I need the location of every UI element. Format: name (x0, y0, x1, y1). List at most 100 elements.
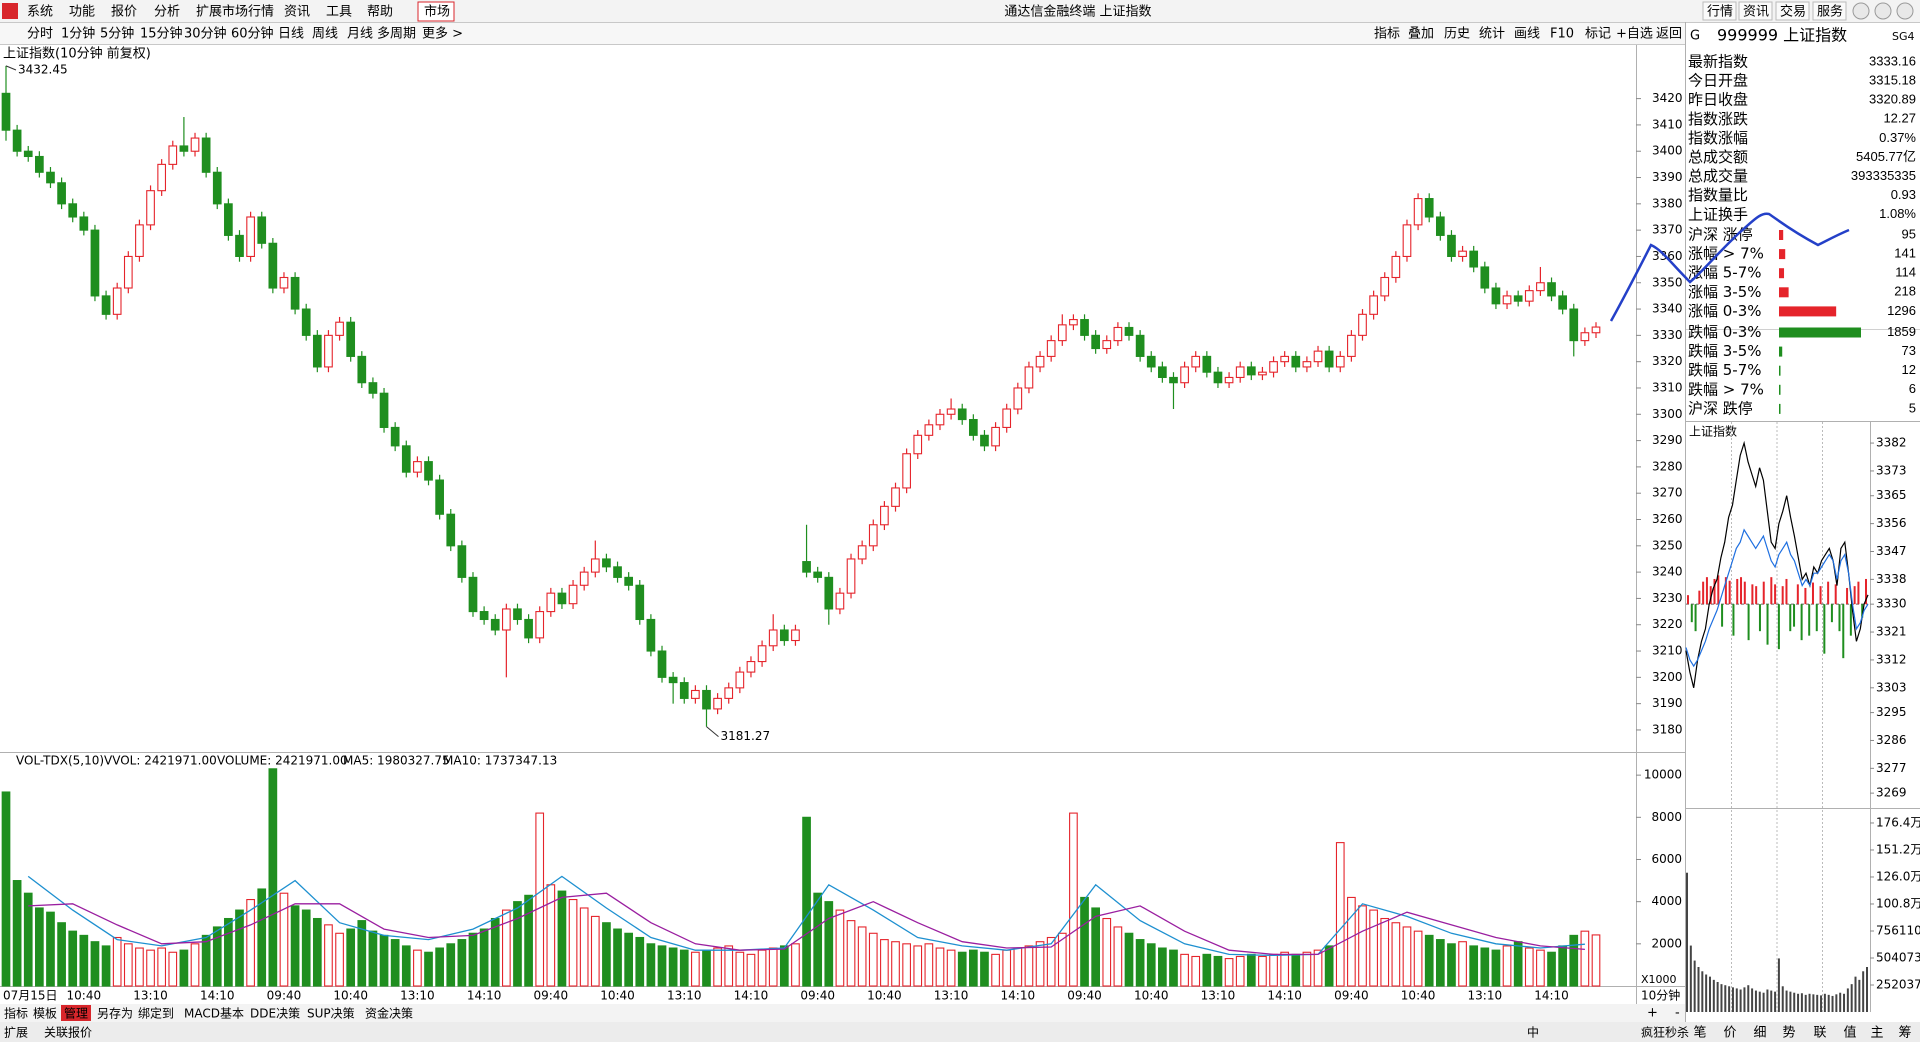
period-button[interactable]: 更多 > (422, 26, 463, 42)
menu-item[interactable]: 系统 (27, 5, 53, 20)
status-item[interactable]: 关联报价 (44, 1025, 92, 1040)
candle-body (735, 671, 745, 689)
mini-volume-bar (1800, 993, 1803, 1012)
volume-bar (457, 939, 467, 987)
volume-bar (602, 922, 611, 987)
side-tab[interactable]: 联 (1813, 1026, 1826, 1041)
bottom-tab[interactable]: 模板 (33, 1007, 57, 1021)
volume-bar (401, 945, 411, 987)
x-tick-label: 10:40 (600, 989, 635, 1003)
bottom-tab[interactable]: 绑定到 (138, 1006, 174, 1021)
candle-body (1536, 282, 1545, 292)
quote-label: 总成交量 (1688, 167, 1748, 185)
bottom-tab[interactable]: 另存为 (97, 1007, 133, 1021)
bottom-tab[interactable]: 管理 (64, 1006, 88, 1021)
tool-button[interactable]: 指标 (1374, 27, 1400, 42)
breadth-tick (1815, 604, 1818, 632)
tool-button[interactable]: F10 (1550, 27, 1574, 42)
period-button[interactable]: 30分钟 (184, 26, 227, 42)
side-tab[interactable]: 笔 (1693, 1025, 1706, 1041)
x-tick-label: 13:10 (667, 989, 702, 1003)
tool-button[interactable]: 叠加 (1408, 27, 1434, 42)
period-button[interactable]: 多周期 (377, 26, 416, 42)
tool-button[interactable]: 返回 (1656, 27, 1682, 42)
tool-button[interactable]: +自选 (1616, 27, 1653, 42)
candle-body (1191, 355, 1201, 368)
candle-body (646, 618, 656, 652)
candle-body (335, 321, 344, 336)
window-control[interactable] (1874, 2, 1892, 20)
menu-item[interactable]: 功能 (69, 5, 95, 20)
menu-item[interactable]: 报价 (111, 5, 137, 20)
menu-item[interactable]: 扩展市场行情 (196, 4, 274, 20)
period-button[interactable]: 60分钟 (231, 26, 274, 42)
candle-body (1391, 255, 1401, 279)
window-button-bg (1738, 1, 1773, 21)
breadth-tick (1690, 604, 1693, 623)
period-button[interactable]: 月线 (347, 27, 373, 42)
window-control[interactable] (1896, 2, 1914, 20)
menu-item[interactable]: 帮助 (367, 5, 393, 20)
breadth-tick (1781, 586, 1784, 605)
candle-body (513, 608, 522, 621)
side-tab[interactable]: 势 (1782, 1025, 1795, 1041)
bottom-tab[interactable]: DDE决策 (250, 1007, 300, 1021)
window-button[interactable]: 服务 (1817, 4, 1843, 20)
tool-button[interactable]: 画线 (1514, 27, 1540, 42)
menu-item[interactable]: 资讯 (284, 5, 310, 20)
zoom-button[interactable]: - (1675, 1006, 1680, 1021)
status-right[interactable]: 中 (1527, 1025, 1539, 1040)
candle-body (902, 453, 911, 489)
window-button[interactable]: 行情 (1707, 5, 1733, 20)
candle-body (1180, 366, 1189, 384)
side-tab[interactable]: 值 (1843, 1025, 1856, 1041)
mini-volume-bar (1697, 967, 1700, 1012)
volume-bar (212, 926, 222, 987)
volume-bar (802, 816, 811, 987)
period-button[interactable]: 5分钟 (100, 26, 134, 42)
zoom-button[interactable]: + (1647, 1006, 1658, 1021)
candle-body (724, 687, 734, 699)
bottom-tab[interactable]: MACD基本 (184, 1007, 244, 1021)
candle-body (1502, 295, 1512, 305)
side-tab[interactable]: 筹 (1898, 1025, 1911, 1041)
y-tick-label: 3220 (1652, 617, 1683, 631)
window-control[interactable] (1852, 2, 1870, 20)
side-tab[interactable]: 价 (1723, 1026, 1736, 1041)
period-button[interactable]: 日线 (278, 27, 304, 42)
volume-bar (368, 930, 378, 987)
volume-bar (668, 947, 678, 987)
indicator-value: VOLUME: 2421971.00 (217, 754, 348, 768)
period-button[interactable]: 周线 (312, 27, 338, 42)
period-button[interactable]: 1分钟 (61, 26, 95, 42)
period-button[interactable]: 15分钟 (140, 26, 183, 42)
tool-button[interactable]: 统计 (1479, 27, 1505, 42)
mini-volume-bar (1754, 990, 1757, 1012)
tool-button[interactable]: 标记 (1585, 27, 1611, 42)
breadth-count: 1296 (1887, 303, 1916, 318)
bottom-tab[interactable]: 指标 (4, 1006, 28, 1021)
x-tick-label: 14:10 (1267, 989, 1302, 1003)
candle-body (1013, 387, 1023, 410)
menu-item[interactable]: 工具 (326, 5, 352, 20)
bottom-tab[interactable]: 资金决策 (365, 1006, 413, 1021)
volume-bar (335, 932, 344, 987)
bottom-tab[interactable]: SUP决策 (307, 1007, 355, 1021)
volume-bar (991, 953, 1000, 987)
side-tab[interactable]: 细 (1753, 1026, 1766, 1041)
menu-item[interactable]: 市场 (424, 4, 450, 20)
breadth-tick (1793, 604, 1796, 627)
window-button[interactable]: 资讯 (1743, 5, 1769, 20)
status-item[interactable]: 扩展 (4, 1026, 28, 1040)
chart-title: 上证指数(10分钟 前复权) (3, 46, 151, 62)
volume-bar (312, 917, 322, 987)
volume-bar (624, 932, 634, 987)
status-right[interactable]: 疯狂秒杀 (1641, 1025, 1689, 1040)
breadth-label: 涨幅 > 7% (1688, 245, 1764, 263)
tool-button[interactable]: 历史 (1444, 27, 1470, 42)
side-tab[interactable]: 主 (1870, 1026, 1883, 1041)
candle-body (135, 224, 144, 257)
period-button[interactable]: 分时 (27, 27, 53, 42)
window-button[interactable]: 交易 (1780, 4, 1806, 20)
menu-item[interactable]: 分析 (154, 5, 180, 20)
